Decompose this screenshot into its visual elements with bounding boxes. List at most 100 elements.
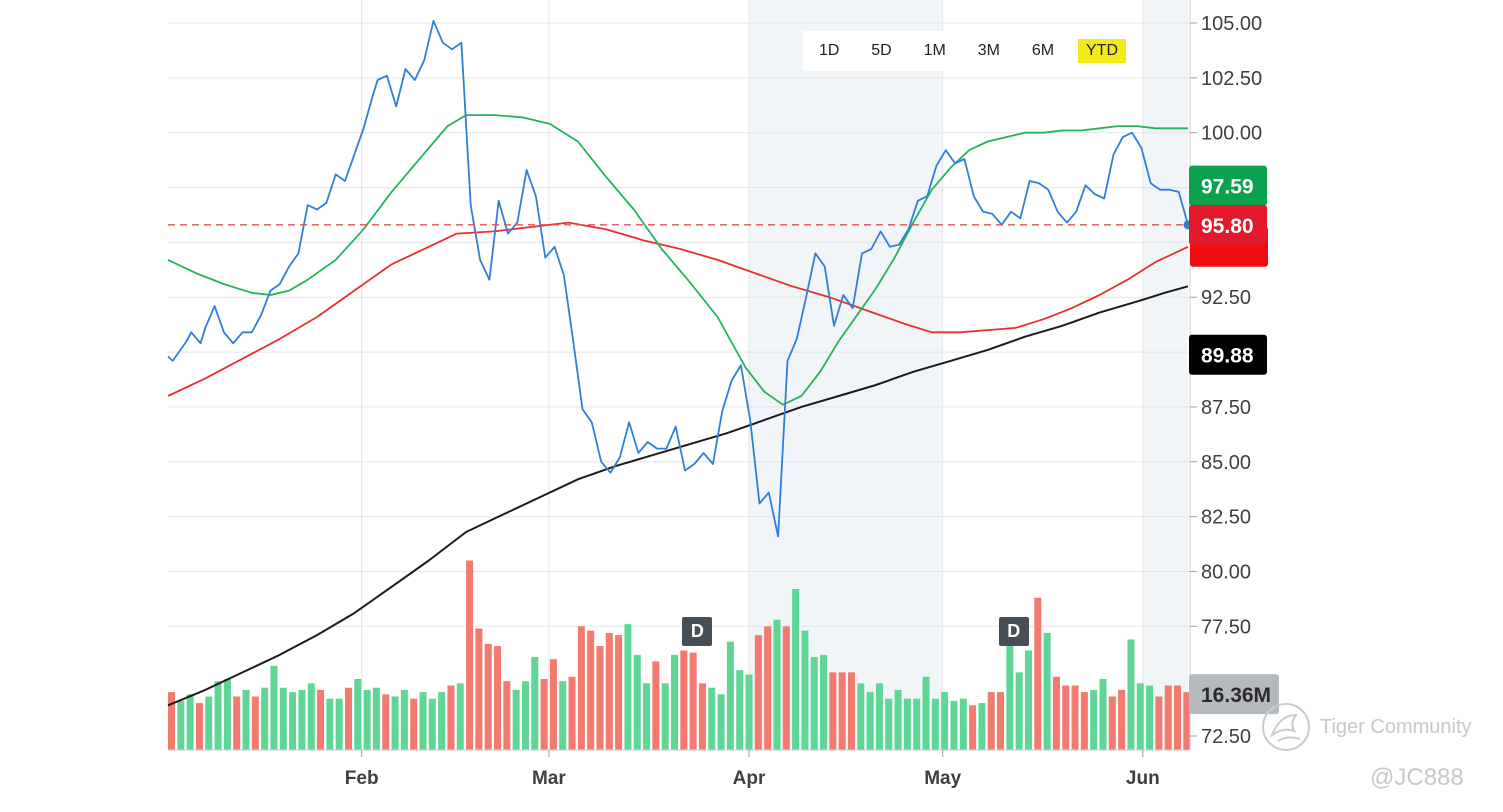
volume-bar [447,685,455,750]
volume-bar [801,630,809,750]
volume-bar [1080,692,1088,750]
volume-bar [838,672,846,750]
volume-bar [372,687,380,750]
y-tick-label: 85.00 [1201,452,1251,474]
volume-bar [177,700,185,750]
volume-bar [168,692,175,750]
volume-bar [624,624,632,750]
range-6m-button[interactable]: 6M [1031,42,1055,59]
volume-bar [1108,696,1116,750]
volume-bar [698,683,706,750]
y-tick-label: 87.50 [1201,397,1251,419]
watermark-handle: @JC888 [1370,764,1464,791]
volume-bar [987,692,995,750]
volume-bar [885,698,893,750]
volume-bar [317,689,325,750]
volume-bar [456,683,464,750]
volume-bar [652,661,660,750]
green-value-badge [1189,165,1267,206]
volume-bar [717,694,725,750]
volume-bar [633,654,641,750]
volume-bar [680,650,688,750]
volume-bar [736,670,744,750]
volume-badge-label: 16.36M [1201,684,1271,707]
volume-bar [997,692,1005,750]
dividend-marker[interactable]: D [998,617,1029,646]
black-badge-label: 89.88 [1201,345,1254,368]
y-tick-label: 82.50 [1201,507,1251,529]
volume-bar [1174,685,1182,750]
volume-bar [922,676,930,750]
y-tick-label: 100.00 [1201,123,1262,145]
green-series-line [167,114,1188,406]
x-tick-label: Feb [345,768,379,789]
volume-bar [438,692,446,750]
range-ytd-button[interactable]: YTD [1078,39,1126,63]
volume-bar [903,698,911,750]
volume-bar [894,689,902,750]
volume-bar [587,630,595,750]
tiger-logo-icon [1262,703,1310,751]
volume-bar [875,683,883,750]
volume-bar [428,698,436,750]
x-tick-label: Jun [1126,768,1160,789]
volume-bar [1006,646,1014,750]
volume-bar [512,689,520,750]
volume-bar [307,683,315,750]
volume-bar [1099,678,1107,750]
volume-bar [754,635,762,750]
volume-bar [829,672,837,750]
volume-bar [848,672,855,750]
axes: 72.50 77.50 80.00 82.50 85.00 87.50 92.50 100.0… [168,0,1262,789]
volume-bar [745,674,753,750]
volume-bars [168,560,1191,750]
volume-bar [1146,685,1154,750]
volume-bar [1043,632,1051,750]
volume-bar [540,678,548,750]
volume-bar [596,646,604,750]
volume-bar [279,687,287,750]
volume-bar [764,626,772,750]
volume-bar [810,657,818,750]
volume-bar [726,641,734,750]
y-tick-label: 102.50 [1201,68,1262,90]
volume-bar [270,665,278,750]
volume-bar [782,626,790,750]
volume-bar [503,681,511,750]
green-badge-label: 97.59 [1201,176,1254,199]
volume-bar [475,628,483,750]
range-1d-button[interactable]: 1D [818,42,840,59]
volume-bar [1136,683,1144,750]
range-selector: 1D 5D 1M 3M 6M YTD [803,31,1134,71]
range-1m-button[interactable]: 1M [923,42,946,59]
volume-bar [568,676,576,750]
y-tick-label: 77.50 [1201,616,1251,638]
range-5d-button[interactable]: 5D [871,42,892,59]
volume-bar [931,698,939,750]
value-badges: 97.59 95.80 89.88 16.36M [1189,165,1279,715]
volume-value-badge [1189,674,1279,715]
volume-bar [615,635,623,750]
black-series-line [167,285,1189,707]
volume-bar [671,654,679,750]
volume-bar [484,643,492,750]
volume-bar [400,689,408,750]
volume-bar [223,678,231,750]
dividend-marker[interactable]: D [682,617,713,646]
volume-bar [978,703,986,750]
volume-bar [1024,650,1032,750]
watermark-brand: Tiger Community [1320,716,1472,738]
series-lines [167,19,1193,707]
volume-bar [1090,689,1098,750]
volume-bar [1052,676,1060,750]
range-3m-button[interactable]: 3M [977,42,1000,59]
volume-bar [969,705,977,750]
volume-bar [233,696,241,750]
volume-bar [708,687,716,750]
volume-bar [363,689,371,750]
volume-bar [494,646,502,750]
y-tick-label: 92.50 [1201,287,1251,309]
volume-bar [531,657,539,750]
volume-bar [214,681,222,750]
